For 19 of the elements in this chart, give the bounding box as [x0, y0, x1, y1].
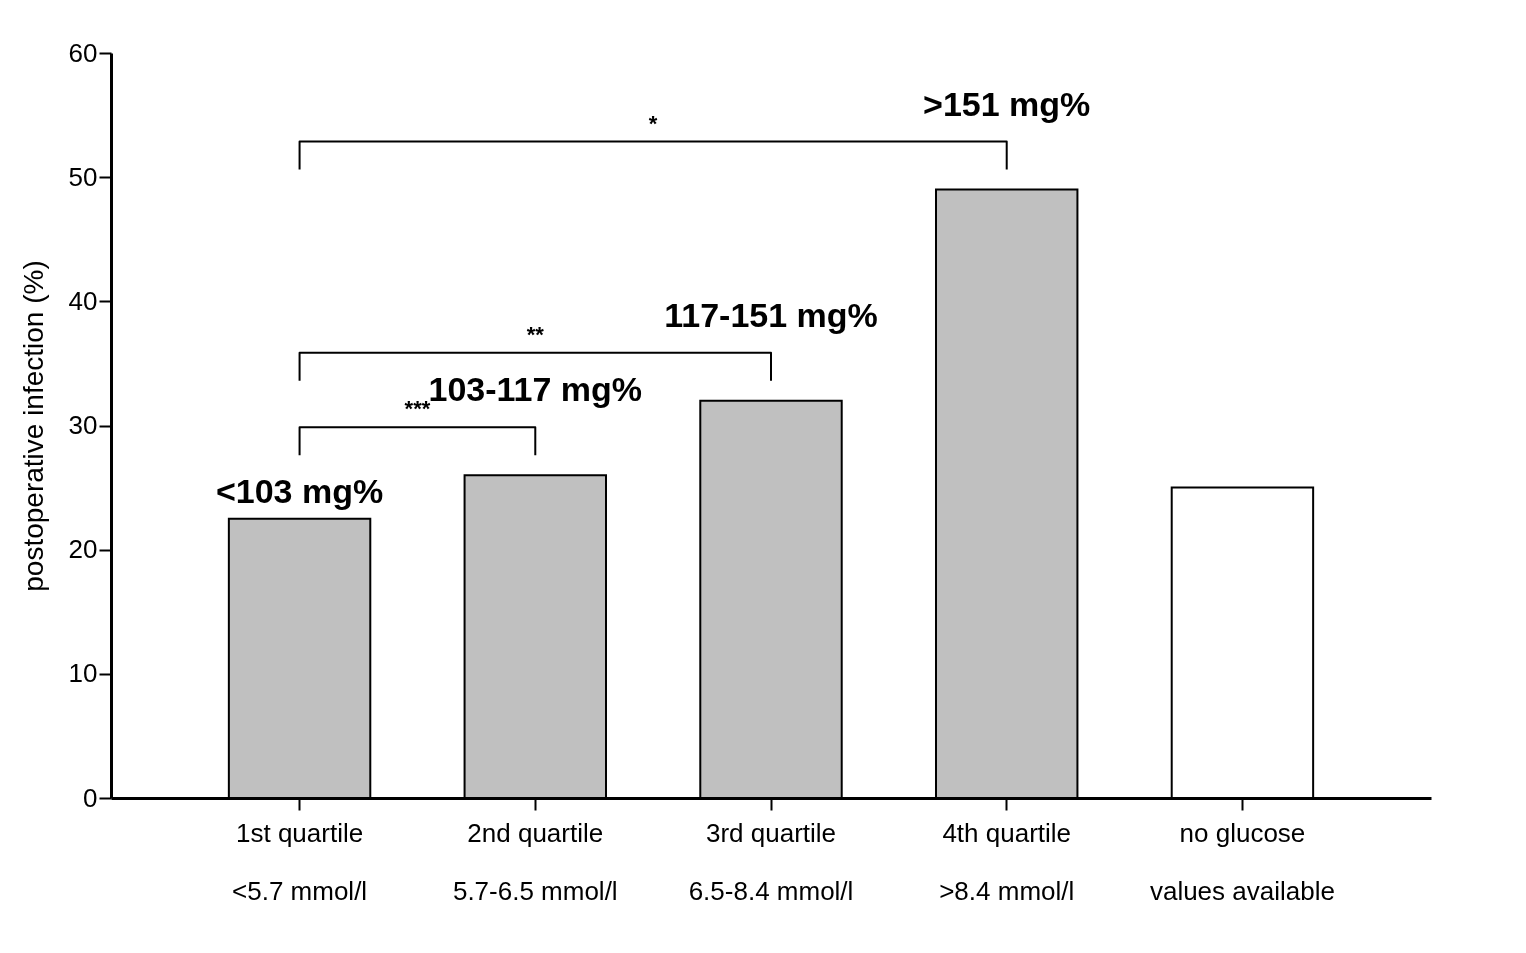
annotation: **: [526, 321, 545, 347]
y-tick-label: 20: [68, 534, 98, 565]
y-tick-label: 40: [68, 285, 98, 316]
annotation: <103 mg%: [215, 471, 384, 510]
x-tick-label: no glucose values available: [1149, 817, 1335, 906]
y-tick-label: 30: [68, 410, 98, 440]
y-tick-label: 10: [68, 658, 98, 689]
x-tick-label: 3rd quartile 6.5-8.4 mmol/l: [688, 817, 854, 906]
annotation: >151 mg%: [923, 84, 1091, 123]
y-axis-title: postoperative infection (%): [17, 260, 49, 592]
x-tick-label: 1st quartile <5.7 mmol/l: [232, 817, 368, 906]
x-tick-label: 4th quartile >8.4 mmol/l: [939, 817, 1075, 906]
y-tick-label: 60: [68, 37, 98, 68]
y-tick-label: 0: [83, 782, 98, 813]
y-tick-label: 50: [68, 161, 98, 192]
annotation: 117-151 mg%: [664, 295, 878, 334]
annotation: ***: [404, 396, 431, 422]
x-tick-label: 2nd quartile 5.7-6.5 mmol/l: [452, 817, 618, 906]
annotation: *: [648, 110, 658, 136]
